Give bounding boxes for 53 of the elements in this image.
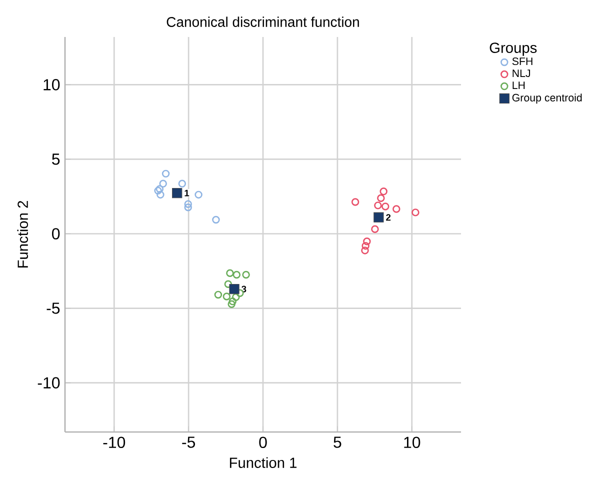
point xyxy=(178,180,186,188)
x-tick-label: -5 xyxy=(182,436,195,448)
annotation: 1 xyxy=(184,190,190,196)
point xyxy=(184,204,192,212)
point xyxy=(351,198,360,206)
legend-label: Group centroid xyxy=(512,94,582,104)
point xyxy=(224,280,232,288)
point xyxy=(154,186,162,195)
point xyxy=(232,270,241,279)
point xyxy=(362,242,370,250)
point xyxy=(361,246,369,254)
y-tick-label: 10 xyxy=(44,79,60,90)
point xyxy=(229,284,240,294)
point xyxy=(222,292,231,300)
annotation: 2 xyxy=(386,214,391,221)
y-axis-title: Function 2 xyxy=(17,201,28,268)
point xyxy=(159,180,167,188)
point xyxy=(156,185,164,193)
legend-label: SFH xyxy=(512,58,532,66)
point xyxy=(374,202,382,210)
point xyxy=(172,188,182,198)
point xyxy=(156,190,164,199)
point xyxy=(228,300,236,308)
y-tick-label: 5 xyxy=(52,154,60,165)
point xyxy=(232,293,240,301)
y-tick-label: -5 xyxy=(46,302,60,314)
x-tick-label: 5 xyxy=(334,436,342,448)
point xyxy=(214,290,222,299)
legend-title: Groups xyxy=(490,42,537,56)
x-tick-label: -10 xyxy=(103,436,126,448)
point xyxy=(380,188,388,196)
x-tick-label: 10 xyxy=(404,436,420,448)
point xyxy=(382,202,390,210)
legend-label: NLJ xyxy=(512,70,530,78)
point xyxy=(242,270,250,279)
chart-title: Canonical discriminant function xyxy=(166,16,359,27)
point xyxy=(194,190,202,199)
point xyxy=(363,237,371,246)
point xyxy=(374,212,384,222)
point xyxy=(184,200,192,208)
point xyxy=(371,225,379,233)
point xyxy=(212,216,220,224)
point xyxy=(392,205,400,213)
x-axis-title: Function 1 xyxy=(230,457,297,468)
point xyxy=(412,208,420,216)
legend-label: LH xyxy=(512,82,525,89)
x-tick-label: 0 xyxy=(259,436,267,448)
point xyxy=(377,194,385,202)
point xyxy=(162,170,170,178)
point xyxy=(228,298,237,306)
y-tick-label: 0 xyxy=(52,228,60,240)
y-tick-label: -10 xyxy=(38,377,60,388)
point xyxy=(226,269,234,277)
